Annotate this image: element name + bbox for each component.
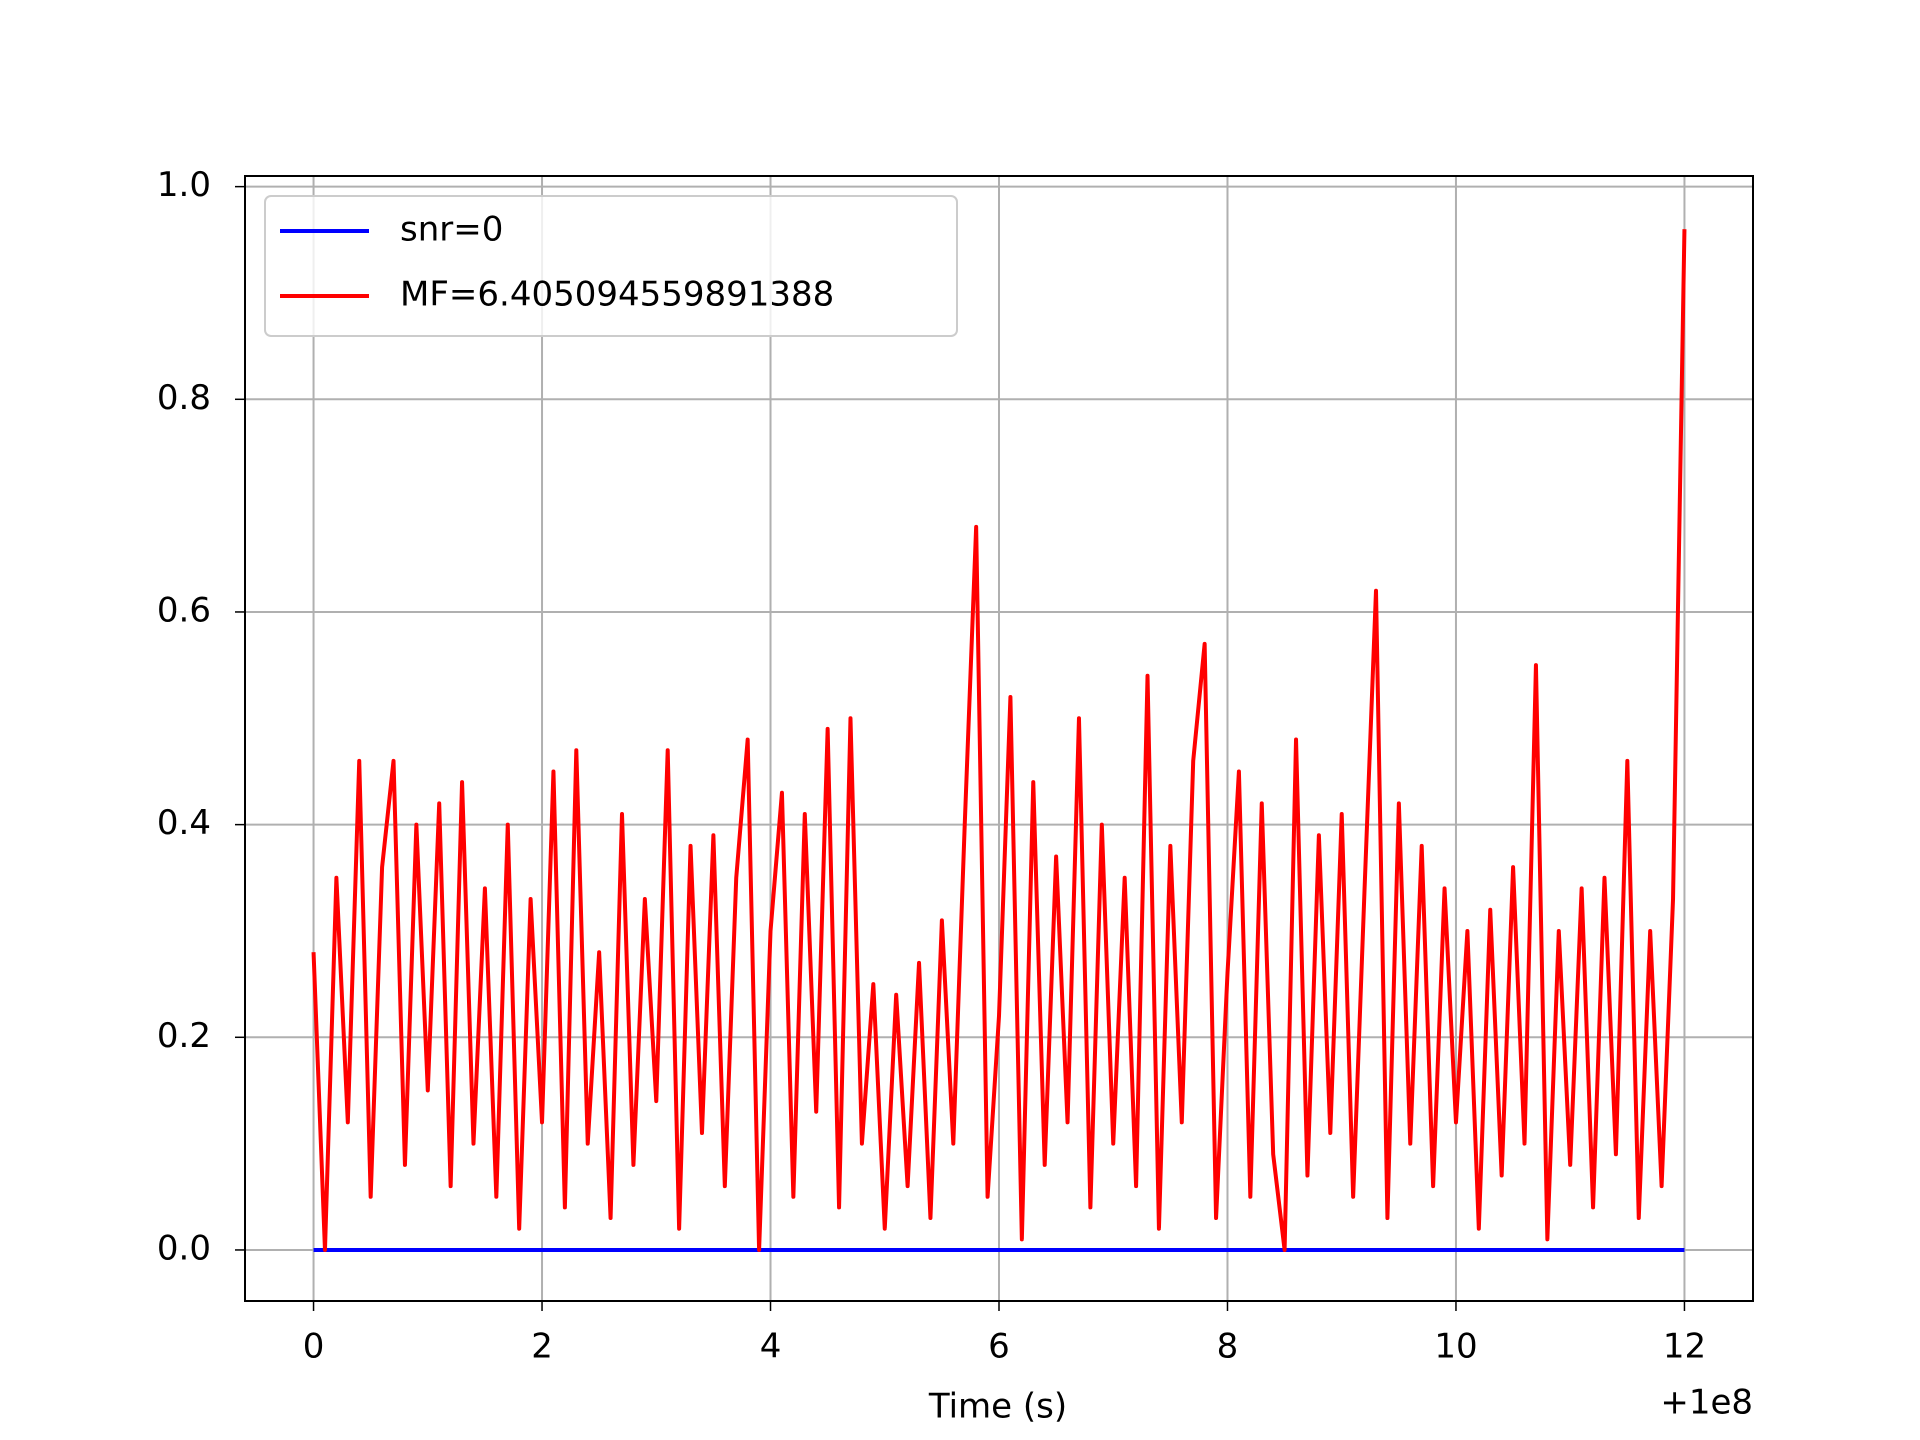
- plot-frame: [244, 175, 1754, 1302]
- x-axis-label: Time (s): [928, 1387, 1067, 1427]
- series-line: [311, 229, 1687, 1252]
- y-tick-label: 0.2: [157, 1016, 211, 1056]
- x-tick-label: 8: [1217, 1327, 1239, 1367]
- legend-label: snr=0: [400, 210, 503, 250]
- legend-box: [264, 195, 958, 337]
- legend-label: MF=6.405094559891388: [400, 275, 834, 315]
- y-tick-label: 0.8: [157, 378, 211, 418]
- x-tick-label: 12: [1663, 1327, 1706, 1367]
- x-tick-label: 2: [531, 1327, 553, 1367]
- y-tick-label: 0.6: [157, 590, 211, 630]
- x-offset-label: +1e8: [1660, 1383, 1753, 1423]
- x-tick-label: 0: [303, 1327, 325, 1367]
- y-tick-label: 0.0: [157, 1228, 211, 1268]
- y-tick-label: 1.0: [157, 165, 211, 205]
- x-tick-label: 10: [1434, 1327, 1477, 1367]
- x-tick-label: 6: [988, 1327, 1010, 1367]
- x-tick-label: 4: [760, 1327, 782, 1367]
- y-tick-label: 0.4: [157, 803, 211, 843]
